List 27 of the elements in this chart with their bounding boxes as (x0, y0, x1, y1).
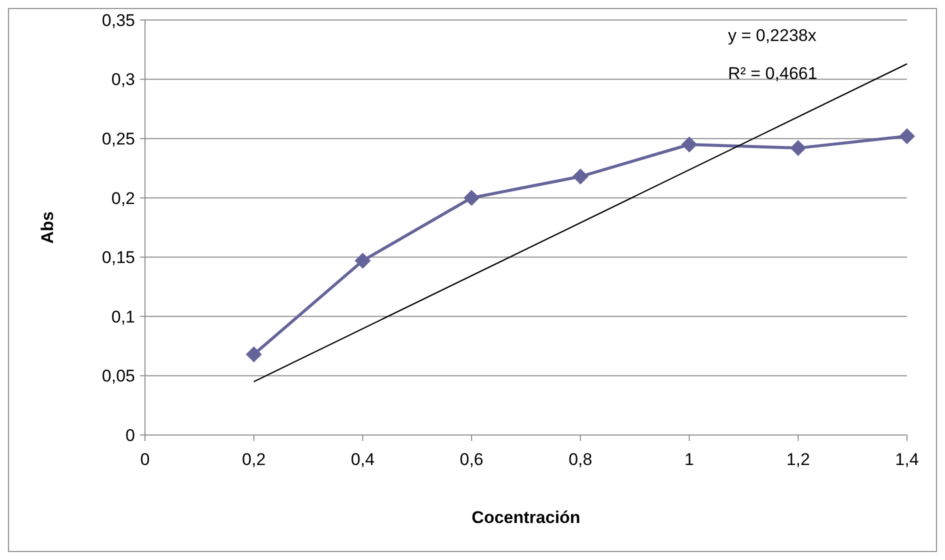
point (246, 346, 262, 362)
x-tick-label: 1,4 (895, 450, 919, 469)
x-tick-label: 0,2 (242, 450, 266, 469)
point (572, 168, 588, 185)
point (790, 140, 806, 156)
y-tick-label: 0,15 (102, 248, 135, 268)
y-tick-label: 0,1 (111, 307, 135, 326)
point (899, 128, 915, 144)
y-tick-label: 0,35 (102, 10, 135, 30)
y-tick-label: 0,25 (102, 130, 135, 149)
x-tick-label: 1 (684, 450, 694, 469)
x-tick-label: 0,8 (568, 450, 592, 469)
y-tick-label: 0,3 (111, 70, 135, 90)
x-tick-label: 0 (140, 450, 150, 469)
point (354, 252, 371, 269)
point (464, 190, 480, 206)
x-axis-title: Cocentración (472, 508, 580, 527)
annotation: R² = 0,4661 (728, 64, 818, 83)
annotation: y = 0,2238x (728, 26, 817, 45)
x-tick-label: 1,2 (786, 450, 810, 469)
y-axis-title: Abs (38, 211, 57, 244)
x-tick-label: 0,6 (460, 450, 484, 469)
y-tick-label: 0 (126, 426, 135, 445)
y-tick-label: 0,05 (102, 366, 135, 386)
point (681, 136, 698, 152)
x-tick-label: 0,4 (350, 450, 375, 469)
y-tick-label: 0,2 (111, 188, 135, 208)
